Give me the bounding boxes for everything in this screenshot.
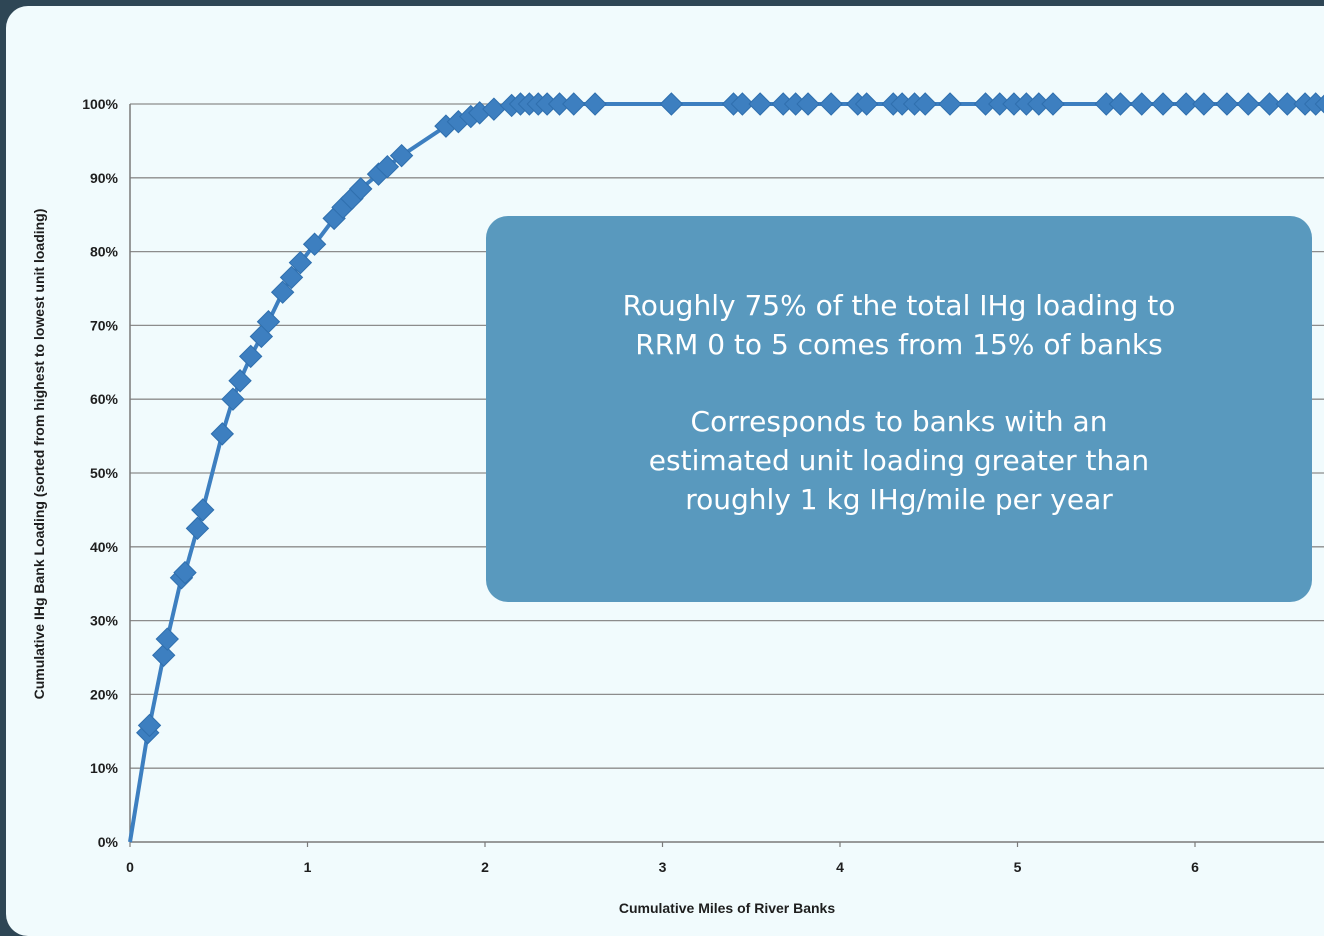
data-point-marker <box>152 643 176 667</box>
data-point-marker <box>221 387 245 411</box>
data-point-marker <box>375 155 400 179</box>
callout-spacer <box>496 364 1302 402</box>
x-tick-label: 4 <box>836 859 844 875</box>
y-tick-label: 80% <box>90 244 119 260</box>
y-tick-label: 60% <box>90 391 119 407</box>
axes <box>129 104 1324 847</box>
data-series <box>128 92 1324 843</box>
x-axis-title: Cumulative Miles of River Banks <box>619 900 836 916</box>
y-tick-label: 0% <box>98 834 119 850</box>
y-tick-label: 40% <box>90 539 119 555</box>
callout-line-2: RRM 0 to 5 comes from 15% of banks <box>635 327 1163 361</box>
x-tick-label: 6 <box>1191 859 1199 875</box>
data-point-marker <box>302 232 327 256</box>
data-point-marker <box>730 92 755 116</box>
y-axis-title: Cumulative IHg Bank Loading (sorted from… <box>31 209 47 700</box>
data-point-marker <box>256 310 281 334</box>
data-point-marker <box>854 92 879 116</box>
data-point-marker <box>1257 92 1282 116</box>
data-point-marker <box>173 560 197 585</box>
data-point-marker <box>270 280 295 304</box>
data-point-marker <box>137 713 162 738</box>
data-point-marker <box>562 92 586 116</box>
data-point-marker <box>796 92 820 116</box>
data-point-marker <box>349 177 373 201</box>
data-point-marker <box>1215 92 1239 116</box>
data-point-marker <box>1192 92 1216 116</box>
data-point-marker <box>1314 94 1324 114</box>
y-tick-label: 30% <box>90 613 119 629</box>
y-tick-labels: 0% 10% 20% 30% 40% 50% 60% 70% 80% 90% 100% <box>82 96 118 850</box>
data-point-marker <box>819 92 843 116</box>
data-point-marker <box>1130 92 1154 116</box>
data-point-marker <box>210 422 235 446</box>
callout-line-5: roughly 1 kg IHg/mile per year <box>685 482 1113 516</box>
y-tick-label: 50% <box>90 465 119 481</box>
data-point-marker <box>155 627 179 651</box>
data-point-marker <box>913 92 937 116</box>
data-point-marker <box>389 143 414 168</box>
y-tick-label: 70% <box>90 317 119 333</box>
data-point-marker <box>1151 92 1175 116</box>
y-tick-label: 90% <box>90 170 119 186</box>
data-point-marker <box>238 344 263 369</box>
callout-box: Roughly 75% of the total IHg loading to … <box>486 216 1312 602</box>
data-point-marker <box>191 498 215 522</box>
y-tick-label: 20% <box>90 686 119 702</box>
data-point-marker <box>228 369 252 393</box>
data-point-marker <box>279 265 304 290</box>
data-point-marker <box>583 92 607 116</box>
data-point-marker <box>1108 92 1133 116</box>
x-tick-labels: 0 1 2 3 4 5 6 <box>126 859 1199 875</box>
data-point-marker <box>288 250 313 275</box>
data-point-marker <box>659 92 684 116</box>
x-tick-label: 3 <box>659 859 667 875</box>
x-tick-label: 5 <box>1014 859 1022 875</box>
y-tick-label: 100% <box>82 96 118 112</box>
data-point-marker <box>938 92 962 116</box>
data-point-marker <box>1174 92 1198 116</box>
x-tick-label: 2 <box>481 859 489 875</box>
data-point-marker <box>1236 92 1260 116</box>
callout-line-3: Corresponds to banks with an <box>690 404 1108 438</box>
slide-background: 0% 10% 20% 30% 40% 50% 60% 70% 80% 90% 100% 0 1 2 3 4 5… <box>6 6 1324 936</box>
data-point-marker <box>748 92 772 116</box>
callout-line-1: Roughly 75% of the total IHg loading to <box>622 288 1176 322</box>
y-tick-label: 10% <box>90 760 119 776</box>
data-point-marker <box>1041 92 1065 116</box>
callout-line-4: estimated unit loading greater than <box>648 443 1150 477</box>
x-tick-label: 1 <box>304 859 312 875</box>
chart: 0% 10% 20% 30% 40% 50% 60% 70% 80% 90% 100% 0 1 2 3 4 5… <box>31 92 1324 916</box>
x-tick-label: 0 <box>126 859 134 875</box>
data-point-marker <box>185 516 210 541</box>
data-point-marker <box>1275 92 1300 116</box>
